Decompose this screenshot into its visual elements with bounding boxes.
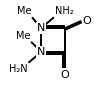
Text: N: N: [37, 23, 45, 33]
Text: O: O: [60, 70, 69, 80]
Text: H₂N: H₂N: [9, 64, 28, 74]
Text: O: O: [83, 16, 91, 26]
Text: Me: Me: [17, 6, 31, 16]
Text: N: N: [37, 47, 45, 57]
Text: NH₂: NH₂: [55, 6, 73, 16]
Text: Me: Me: [16, 31, 30, 41]
